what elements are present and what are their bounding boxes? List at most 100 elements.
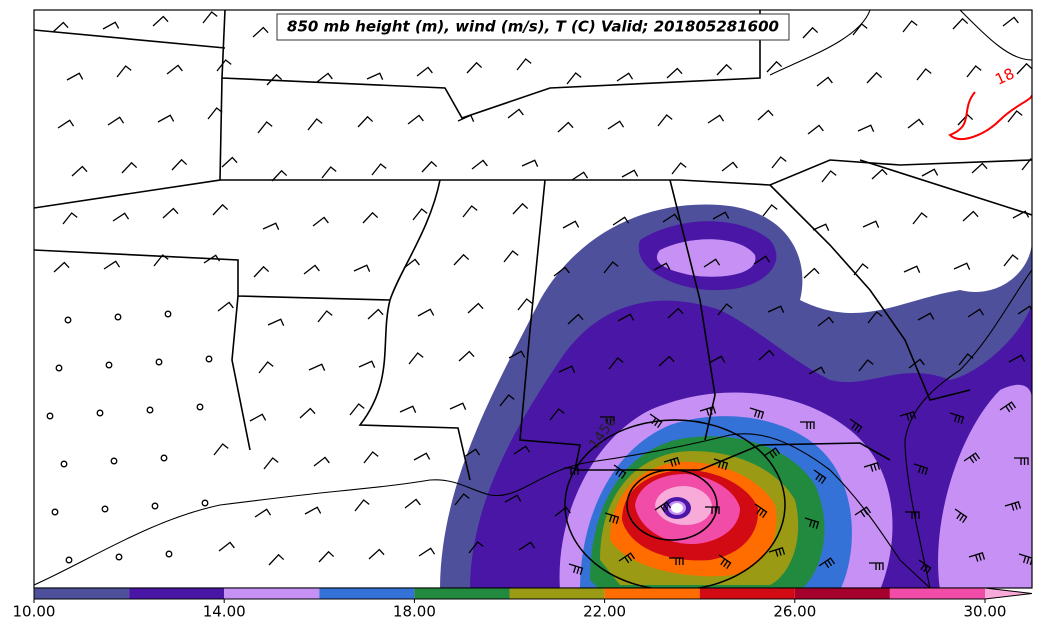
wind-barb (421, 160, 438, 173)
wind-barb (203, 254, 221, 264)
wind-barb (102, 21, 120, 30)
wind-barb (57, 119, 75, 129)
wind-barb (252, 26, 269, 38)
wind-barb (558, 365, 576, 373)
wind-barb (903, 265, 921, 273)
wind-barb (767, 305, 785, 313)
wind-barb (358, 360, 376, 368)
colorbar-segment (794, 588, 890, 599)
wind-barb (368, 548, 385, 560)
wind-barb (721, 161, 738, 172)
calm-marker (65, 556, 73, 564)
wind-barb (213, 443, 229, 456)
wind-barb (499, 394, 515, 407)
wind-barb (512, 202, 529, 215)
wind-barb (768, 547, 786, 557)
wind-barb (258, 361, 274, 374)
wind-barb (107, 116, 125, 126)
wind-barb (507, 108, 524, 119)
calm-marker (64, 316, 72, 324)
wind-barb (318, 550, 335, 563)
wind-barb (316, 72, 333, 83)
wind-barb (516, 58, 532, 71)
colorbar-segment (414, 588, 510, 599)
wind-barb (353, 264, 371, 272)
wind-barb (557, 121, 574, 133)
wind-barb (671, 162, 687, 175)
wind-barb (517, 298, 533, 311)
wind-barb (221, 156, 238, 168)
wind-barb (917, 312, 935, 321)
wind-barb (899, 411, 917, 421)
wind-barbs (46, 11, 1032, 576)
wind-barb (1007, 110, 1023, 123)
wind-barb (667, 307, 684, 319)
wind-barb (908, 358, 925, 369)
wind-barb (362, 211, 379, 224)
wind-barb (812, 223, 830, 231)
wind-barb (1017, 305, 1032, 315)
wind-barb (257, 121, 273, 134)
wind-barb (404, 498, 421, 509)
wind-barb (462, 205, 478, 218)
calm-marker (114, 313, 122, 321)
colorbar-extension (985, 588, 1032, 599)
wind-barb (600, 416, 615, 424)
wind-barb (958, 353, 974, 366)
wind-barb (821, 170, 837, 183)
wind-barb (813, 469, 827, 485)
wind-barb (921, 168, 939, 177)
wind-barb (412, 208, 428, 221)
wind-barb (157, 114, 175, 123)
wind-barb (800, 421, 815, 429)
wind-barb (71, 165, 88, 177)
wind-barb (963, 452, 981, 464)
calm-marker (51, 508, 59, 516)
wind-barb (703, 258, 721, 268)
wind-barb (1014, 457, 1029, 465)
wind-barb (62, 212, 78, 225)
wind-barb (862, 220, 880, 228)
wind-barb (367, 308, 384, 320)
wind-barb (669, 557, 684, 565)
colorbar-segment (319, 588, 415, 599)
wind-barb (1003, 254, 1019, 267)
calm-marker (160, 454, 168, 462)
wind-barb (407, 114, 424, 125)
wind-barb (604, 512, 620, 525)
colorbar-tick-label: 14.00 (203, 603, 246, 621)
wind-barb (553, 266, 570, 277)
wind-barb (567, 313, 584, 325)
wind-barb (913, 463, 929, 476)
wind-barb (953, 262, 971, 270)
wind-barb (112, 212, 130, 222)
wind-shade (938, 384, 1032, 588)
wind-barb (803, 267, 820, 279)
wind-barb (816, 76, 833, 87)
wind-barb (954, 508, 968, 524)
wind-barb (503, 250, 519, 263)
wind-barb (853, 263, 869, 276)
colorbar-segment (34, 588, 130, 599)
calm-marker (101, 505, 109, 513)
wind-barb (707, 114, 725, 124)
wind-barb (902, 20, 918, 33)
calm-marker (46, 412, 54, 420)
wind-barb (413, 452, 431, 461)
wind-barb (357, 115, 374, 128)
wind-barb (866, 71, 883, 84)
wind-barb (253, 265, 270, 278)
wind-barb (952, 17, 969, 30)
wind-barb (162, 207, 179, 219)
wind-barb (458, 350, 475, 362)
wind-shade (656, 239, 756, 277)
wind-barb (207, 107, 223, 120)
wind-barb (858, 359, 874, 372)
wind-barb (254, 508, 272, 518)
wind-barb (971, 162, 988, 174)
wind-barb (166, 64, 183, 75)
calm-marker (196, 403, 204, 411)
wind-barb (303, 264, 320, 275)
wind-barb (266, 73, 283, 86)
wind-barb (152, 15, 169, 27)
